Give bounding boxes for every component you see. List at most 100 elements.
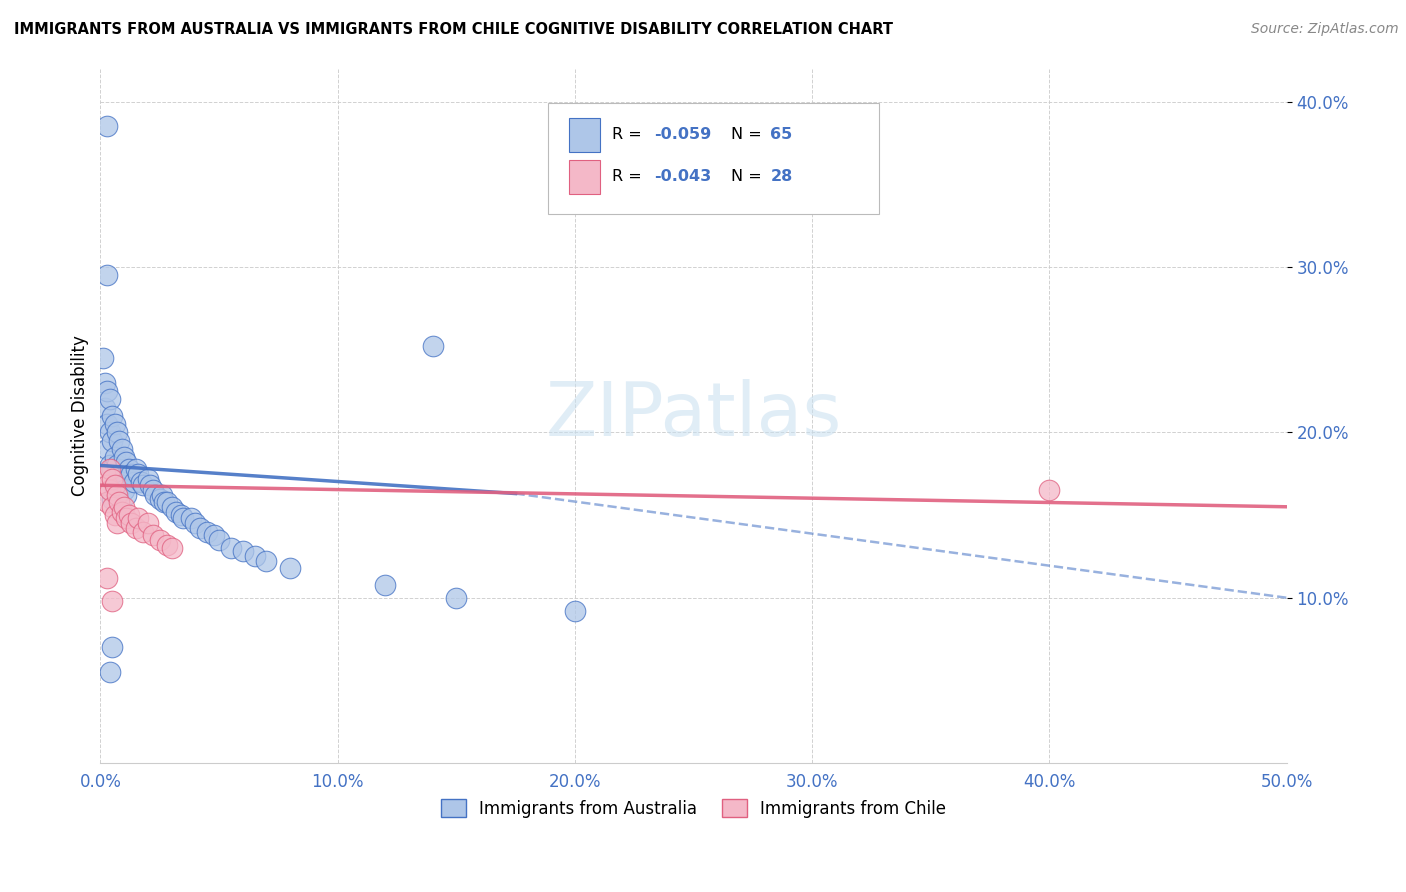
- Point: [127, 467, 149, 481]
- Point: [98, 462, 121, 476]
- Point: [208, 533, 231, 547]
- Legend: Immigrants from Australia, Immigrants from Chile: Immigrants from Australia, Immigrants fr…: [434, 793, 953, 824]
- Point: [112, 483, 135, 498]
- Point: [96, 268, 118, 283]
- Text: -0.059: -0.059: [654, 128, 711, 142]
- Point: [101, 462, 124, 476]
- Point: [101, 434, 124, 448]
- Point: [564, 604, 586, 618]
- Text: N =: N =: [731, 169, 768, 184]
- Point: [96, 571, 118, 585]
- Point: [422, 339, 444, 353]
- Text: 28: 28: [770, 169, 793, 184]
- Point: [98, 458, 121, 473]
- Point: [94, 401, 117, 415]
- Point: [105, 483, 128, 498]
- Point: [149, 491, 172, 506]
- Point: [179, 511, 201, 525]
- Point: [219, 541, 242, 555]
- Point: [118, 462, 141, 476]
- Point: [374, 577, 396, 591]
- Point: [101, 409, 124, 423]
- Point: [105, 425, 128, 440]
- Point: [136, 516, 159, 531]
- Point: [103, 508, 125, 522]
- Point: [120, 467, 142, 481]
- Point: [202, 528, 225, 542]
- Point: [141, 528, 163, 542]
- Point: [101, 491, 124, 506]
- Point: [105, 516, 128, 531]
- Point: [132, 524, 155, 539]
- Text: IMMIGRANTS FROM AUSTRALIA VS IMMIGRANTS FROM CHILE COGNITIVE DISABILITY CORRELAT: IMMIGRANTS FROM AUSTRALIA VS IMMIGRANTS …: [14, 22, 893, 37]
- Text: R =: R =: [612, 128, 647, 142]
- Point: [149, 533, 172, 547]
- Point: [96, 495, 118, 509]
- Point: [105, 458, 128, 473]
- Text: Source: ZipAtlas.com: Source: ZipAtlas.com: [1251, 22, 1399, 37]
- Point: [188, 521, 211, 535]
- Point: [98, 392, 121, 407]
- Point: [160, 500, 183, 514]
- Point: [103, 478, 125, 492]
- Point: [125, 462, 148, 476]
- Point: [111, 505, 134, 519]
- Point: [232, 544, 254, 558]
- Point: [172, 511, 194, 525]
- Point: [103, 450, 125, 465]
- Text: ZIPatlas: ZIPatlas: [546, 379, 842, 452]
- Point: [101, 472, 124, 486]
- Text: N =: N =: [731, 128, 768, 142]
- Y-axis label: Cognitive Disability: Cognitive Disability: [72, 335, 89, 496]
- Point: [98, 665, 121, 680]
- Point: [184, 516, 207, 531]
- Point: [150, 488, 173, 502]
- Point: [108, 495, 131, 509]
- Point: [101, 594, 124, 608]
- Point: [254, 554, 277, 568]
- Point: [153, 495, 176, 509]
- Point: [112, 500, 135, 514]
- Point: [96, 384, 118, 398]
- Point: [115, 455, 138, 469]
- Point: [105, 488, 128, 502]
- Point: [98, 425, 121, 440]
- Point: [1038, 483, 1060, 498]
- Point: [96, 417, 118, 431]
- Point: [195, 524, 218, 539]
- Point: [101, 500, 124, 514]
- Point: [94, 376, 117, 390]
- Point: [115, 488, 138, 502]
- Point: [98, 483, 121, 498]
- Point: [165, 505, 187, 519]
- Point: [156, 538, 179, 552]
- Point: [127, 511, 149, 525]
- Point: [243, 549, 266, 564]
- Point: [118, 508, 141, 522]
- Point: [96, 478, 118, 492]
- Point: [108, 467, 131, 481]
- Point: [139, 478, 162, 492]
- Point: [108, 434, 131, 448]
- Point: [112, 450, 135, 465]
- Point: [170, 508, 193, 522]
- Point: [132, 478, 155, 492]
- Point: [129, 475, 152, 489]
- Point: [103, 417, 125, 431]
- Point: [111, 478, 134, 492]
- Point: [111, 442, 134, 456]
- Point: [444, 591, 467, 605]
- Point: [141, 483, 163, 498]
- Point: [125, 521, 148, 535]
- Point: [115, 511, 138, 525]
- Point: [96, 120, 118, 134]
- Text: R =: R =: [612, 169, 647, 184]
- Point: [156, 495, 179, 509]
- Point: [160, 541, 183, 555]
- Point: [91, 351, 114, 365]
- Point: [122, 475, 145, 489]
- Point: [96, 442, 118, 456]
- Text: 65: 65: [770, 128, 793, 142]
- Point: [94, 467, 117, 481]
- Text: -0.043: -0.043: [654, 169, 711, 184]
